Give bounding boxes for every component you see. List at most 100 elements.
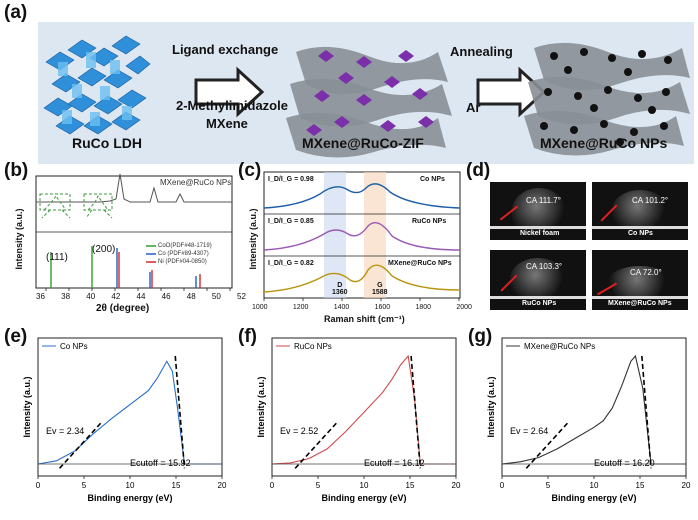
panel-label-a: (a) <box>4 2 28 23</box>
raman-band-g-label: G <box>377 282 383 289</box>
ca-sample-name: RuCo NPs <box>522 300 557 307</box>
panel-label-b: (b) <box>4 160 29 181</box>
ldh-cluster-icon <box>43 35 151 135</box>
y-axis-label: Intensity (a.u.) <box>486 376 496 437</box>
ev-fit-line <box>525 422 569 469</box>
ca-image-ruco-nps: CA 103.3° RuCo NPs <box>490 250 586 310</box>
raman-band-d-pos: 1360 <box>332 289 348 296</box>
step1-bottom-label-1: 2-Methylimidazole <box>176 98 288 113</box>
raman-sample-mxene: MXene@RuCo NPs <box>388 260 452 267</box>
raman-band-d: D 1360 <box>332 282 348 296</box>
ups-chart-f: RuCo NPs Ev = 2.52 Ecutoff = 16.12 0 5 10 15 20… <box>256 337 461 503</box>
raman-ratio-ruco: I_D/I_G = 0.85 <box>268 218 314 225</box>
x-tick-label: 10 <box>126 481 135 490</box>
scheme-label-zif: MXene@RuCo-ZIF <box>302 135 424 151</box>
cutoff-fit-line <box>174 355 186 469</box>
x-tick-label: 0 <box>500 481 505 490</box>
ev-annotation: Ev = 2.34 <box>46 426 84 436</box>
ups-chart-e: Co NPs Ev = 2.34 Ecutoff = 15.92 0 5 10 15 20 Bi… <box>22 337 227 503</box>
xrd-xticks: 36 38 40 42 44 46 48 50 52 <box>36 292 246 301</box>
panel-label-c: (c) <box>238 160 262 181</box>
x-tick-label: 5 <box>316 481 321 490</box>
xrd-legend: CoO(PDF#48-1719) Co (PDF#89-4307) Ni (PD… <box>158 242 212 266</box>
x-tick-label: 10 <box>590 481 599 490</box>
xrd-peak-200: (200) <box>92 244 116 255</box>
xrd-peak-111: (111) <box>46 252 68 263</box>
xrd-legend-coo: CoO(PDF#48-1719) <box>158 243 212 249</box>
panel-label-d: (d) <box>466 160 491 181</box>
xrd-xlabel: 2θ (degree) <box>96 303 150 314</box>
x-tick-label: 5 <box>82 481 87 490</box>
x-tick-label: 0 <box>270 481 275 490</box>
cutoff-annotation: Ecutoff = 16.20 <box>594 458 655 468</box>
ev-fit-line <box>294 422 338 469</box>
ca-image-co-nps: CA 101.2° Co NPs <box>592 182 688 240</box>
mxene-zif-icon <box>286 46 452 158</box>
series-line <box>501 354 686 465</box>
x-axis-label: Binding energy (eV) <box>321 493 406 503</box>
arrow-right-icon <box>476 66 547 118</box>
raman-ylabel: Intensity (a.u.) <box>248 208 258 270</box>
step2-bottom-label: Ar <box>466 100 481 115</box>
raman-sample-co: Co NPs <box>420 176 445 183</box>
ca-image-nickel-foam: CA 111.7° Nickel foam <box>490 182 586 240</box>
raman-xlabel: Raman shift (cm⁻¹) <box>324 314 405 324</box>
y-axis-label: Intensity (a.u.) <box>22 376 32 437</box>
raman-band-g-pos: 1588 <box>372 289 388 296</box>
ca-value: CA 111.7° <box>526 196 561 205</box>
ev-annotation: Ev = 2.52 <box>280 426 318 436</box>
x-tick-label: 10 <box>360 481 369 490</box>
x-tick-label: 0 <box>36 481 41 490</box>
ca-sample-name: Co NPs <box>628 230 653 237</box>
step1-top-label: Ligand exchange <box>172 42 279 57</box>
ev-annotation: Ev = 2.64 <box>510 426 548 436</box>
xrd-xtick: 44 <box>136 292 146 301</box>
ca-image-mxene-nps: CA 72.0° MXene@RuCo NPs <box>592 250 688 310</box>
cutoff-annotation: Ecutoff = 16.12 <box>364 458 425 468</box>
raman-xtick: 1200 <box>292 304 309 311</box>
plot-frame <box>501 337 687 477</box>
arrow-right-icon <box>194 66 265 118</box>
ups-charts: Co NPs Ev = 2.34 Ecutoff = 15.92 0 5 10 15 20 Bi… <box>22 337 691 503</box>
cutoff-annotation: Ecutoff = 15.92 <box>130 458 191 468</box>
raman-xtick: 1600 <box>374 304 391 311</box>
scheme-graphics <box>43 35 690 158</box>
zoom-box-icon <box>39 193 113 219</box>
x-tick-label: 15 <box>406 481 415 490</box>
xrd-xtick: 50 <box>211 292 221 301</box>
raman-ratio-mxene: I_D/I_G = 0.82 <box>268 260 314 267</box>
raman-band-d-label: D <box>337 282 343 289</box>
raman-chart <box>263 171 461 301</box>
xrd-legend-ni: Ni (PDF#04-0850) <box>158 259 207 265</box>
raman-xtick: 1400 <box>333 304 350 311</box>
scheme-label-nps: MXene@RuCo NPs <box>540 135 668 151</box>
x-tick-label: 15 <box>172 481 181 490</box>
xrd-legend-co: Co (PDF#89-4307) <box>158 251 209 257</box>
xrd-xtick: 46 <box>161 292 171 301</box>
mxene-nps-icon <box>524 42 690 156</box>
x-axis-label: Binding energy (eV) <box>87 493 172 503</box>
cutoff-fit-line <box>410 355 422 469</box>
panel-label-g: (g) <box>468 326 493 347</box>
xrd-xtick: 36 <box>36 292 45 301</box>
xrd-xtick: 40 <box>86 292 96 301</box>
ups-chart-g: MXene@RuCo NPs Ev = 2.64 Ecutoff = 16.20 0 5… <box>486 337 691 503</box>
ca-sample-name: MXene@RuCo NPs <box>608 300 672 307</box>
raman-xtick: 1000 <box>252 304 268 311</box>
ca-value: CA 101.2° <box>632 196 669 205</box>
raman-xtick: 2000 <box>456 304 472 311</box>
series-line <box>37 360 222 465</box>
legend-label: Co NPs <box>60 342 88 351</box>
raman-sample-ruco: RuCo NPs <box>412 218 447 225</box>
plot-frame <box>271 337 457 477</box>
ca-sample-name: Nickel foam <box>520 230 560 237</box>
scheme-label-ldh: RuCo LDH <box>72 135 142 151</box>
xrd-xtick: 42 <box>111 292 121 301</box>
xrd-xtick: 38 <box>61 292 71 301</box>
x-axis-label: Binding energy (eV) <box>551 493 636 503</box>
x-tick-label: 15 <box>636 481 645 490</box>
raman-band-g: G 1588 <box>372 282 388 296</box>
step2-top-label: Annealing <box>450 44 513 59</box>
xrd-ylabel: Intensity (a.u.) <box>14 208 24 270</box>
legend-label: RuCo NPs <box>294 342 332 351</box>
